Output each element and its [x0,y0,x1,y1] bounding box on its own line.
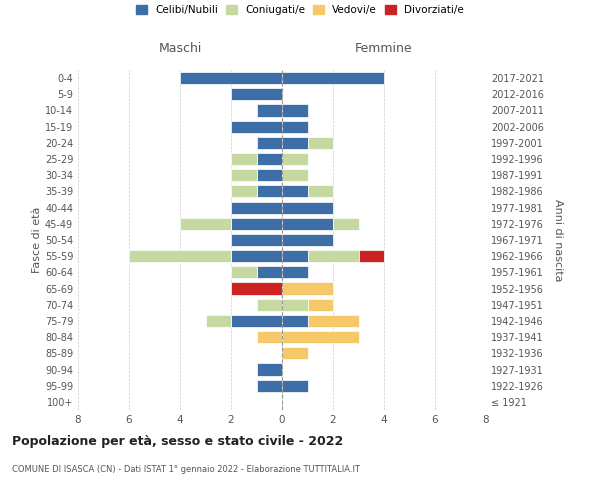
Bar [308,186,333,198]
Bar [257,137,282,149]
Bar [282,186,308,198]
Bar [231,266,257,278]
Bar [282,218,333,230]
Bar [257,298,282,311]
Bar [231,120,282,132]
Legend: Celibi/Nubili, Coniugati/e, Vedovi/e, Divorziati/e: Celibi/Nubili, Coniugati/e, Vedovi/e, Di… [136,5,464,15]
Bar [257,169,282,181]
Bar [231,282,282,294]
Bar [257,186,282,198]
Bar [282,298,308,311]
Bar [257,331,282,343]
Y-axis label: Fasce di età: Fasce di età [32,207,42,273]
Bar [257,266,282,278]
Bar [231,186,257,198]
Text: Popolazione per età, sesso e stato civile - 2022: Popolazione per età, sesso e stato civil… [12,435,343,448]
Bar [282,250,308,262]
Bar [180,218,231,230]
Bar [282,348,308,360]
Bar [206,315,231,327]
Bar [231,88,282,101]
Bar [282,380,308,392]
Bar [282,234,333,246]
Bar [257,153,282,165]
Y-axis label: Anni di nascita: Anni di nascita [553,198,563,281]
Bar [282,120,308,132]
Bar [282,331,359,343]
Bar [231,218,282,230]
Bar [257,104,282,117]
Text: Maschi: Maschi [158,42,202,55]
Text: Femmine: Femmine [355,42,413,55]
Bar [308,137,333,149]
Bar [231,202,282,213]
Bar [308,315,359,327]
Bar [282,266,308,278]
Bar [129,250,231,262]
Bar [180,72,282,84]
Text: COMUNE DI ISASCA (CN) - Dati ISTAT 1° gennaio 2022 - Elaborazione TUTTITALIA.IT: COMUNE DI ISASCA (CN) - Dati ISTAT 1° ge… [12,465,360,474]
Bar [282,72,384,84]
Bar [231,234,282,246]
Bar [282,315,308,327]
Bar [282,153,308,165]
Bar [257,380,282,392]
Bar [231,315,282,327]
Bar [231,153,257,165]
Bar [231,250,282,262]
Bar [282,104,308,117]
Bar [282,282,333,294]
Bar [231,169,257,181]
Bar [282,202,333,213]
Bar [282,169,308,181]
Bar [359,250,384,262]
Bar [308,250,359,262]
Bar [257,364,282,376]
Bar [282,137,308,149]
Bar [308,298,333,311]
Bar [333,218,359,230]
